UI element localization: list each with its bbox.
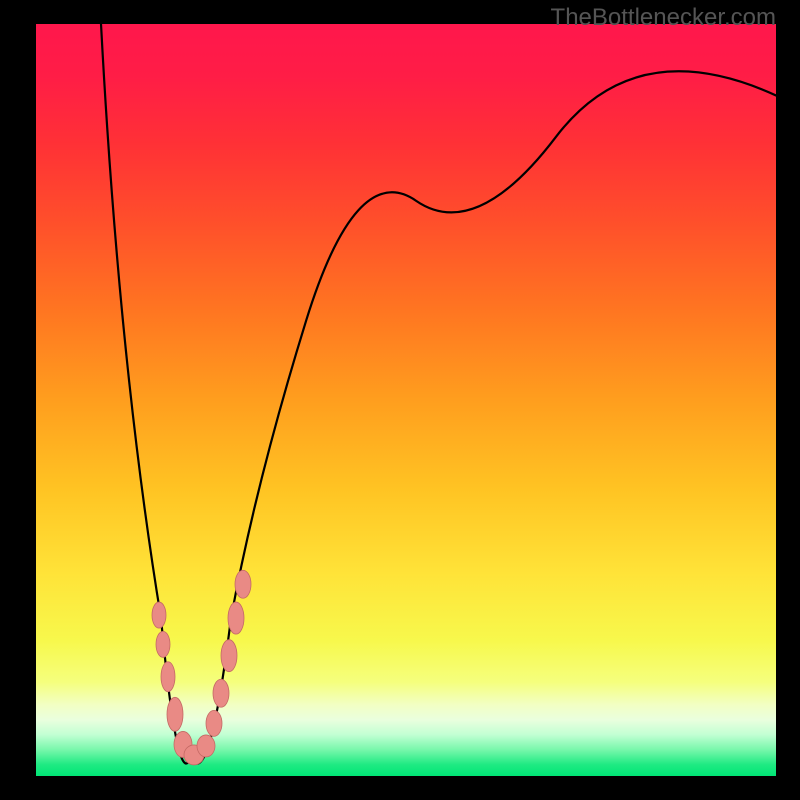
data-marker-0 [152,602,166,628]
stage: TheBottlenecker.com [0,0,800,800]
data-marker-11 [235,570,251,598]
watermark-text: TheBottlenecker.com [551,4,776,32]
v-curve [101,24,776,764]
data-marker-6 [197,735,215,757]
data-marker-3 [167,697,183,731]
data-marker-1 [156,631,170,657]
data-marker-7 [206,710,222,736]
plot-area [36,24,776,776]
data-marker-8 [213,679,229,707]
data-marker-9 [221,640,237,672]
data-marker-10 [228,602,244,634]
data-markers [152,570,251,765]
chart-overlay-svg [36,24,776,776]
data-marker-2 [161,662,175,692]
